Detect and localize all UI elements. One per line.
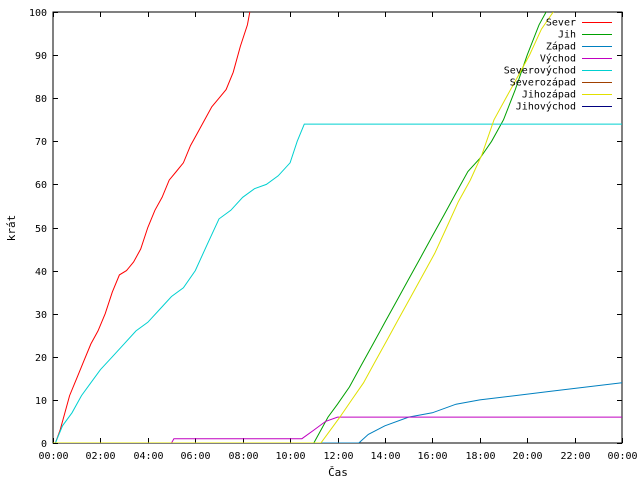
x-tick-label: 08:00	[228, 451, 258, 462]
legend-label: Jihovýchod	[516, 101, 576, 113]
legend-label: Jihozápad	[522, 89, 576, 101]
x-tick-label: 22:00	[560, 451, 590, 462]
series-line-severovychod	[54, 123, 622, 443]
y-tick-label: 40	[35, 267, 47, 278]
x-tick-label: 18:00	[465, 451, 495, 462]
y-tick-label: 10	[35, 396, 47, 407]
series-line-jih	[53, 12, 547, 443]
y-tick-label: 20	[35, 353, 47, 364]
y-tick-label: 50	[35, 224, 47, 235]
x-tick-label: 02:00	[85, 451, 115, 462]
series-line-jihozapad	[53, 12, 554, 443]
y-tick-label: 80	[35, 94, 47, 105]
x-tick-label: 00:00	[607, 451, 637, 462]
x-tick-label: 10:00	[275, 451, 305, 462]
y-axis-label: krát	[5, 215, 18, 242]
x-tick-label: 00:00	[38, 451, 68, 462]
x-axis-label: Čas	[328, 466, 348, 479]
x-tick-label: 20:00	[512, 451, 542, 462]
legend-label: Východ	[540, 53, 576, 65]
y-tick-label: 30	[35, 310, 47, 321]
y-tick-label: 60	[35, 180, 47, 191]
y-tick-label: 100	[29, 8, 47, 19]
legend-label: Západ	[546, 41, 576, 53]
legend-label: Severovýchod	[504, 65, 576, 77]
y-tick-label: 90	[35, 51, 47, 62]
legend-label: Sever	[546, 18, 576, 29]
series-line-sever	[54, 12, 251, 443]
x-tick-label: 04:00	[133, 451, 163, 462]
y-tick-label: 0	[41, 439, 47, 450]
x-tick-label: 12:00	[323, 451, 353, 462]
x-tick-label: 06:00	[180, 451, 210, 462]
series-line-vychod	[53, 416, 622, 443]
legend-label: Severozápad	[510, 77, 576, 89]
legend-label: Jih	[558, 30, 576, 41]
series-line-zapad	[53, 382, 622, 443]
x-tick-label: 16:00	[417, 451, 447, 462]
x-tick-label: 14:00	[370, 451, 400, 462]
y-tick-label: 70	[35, 137, 47, 148]
